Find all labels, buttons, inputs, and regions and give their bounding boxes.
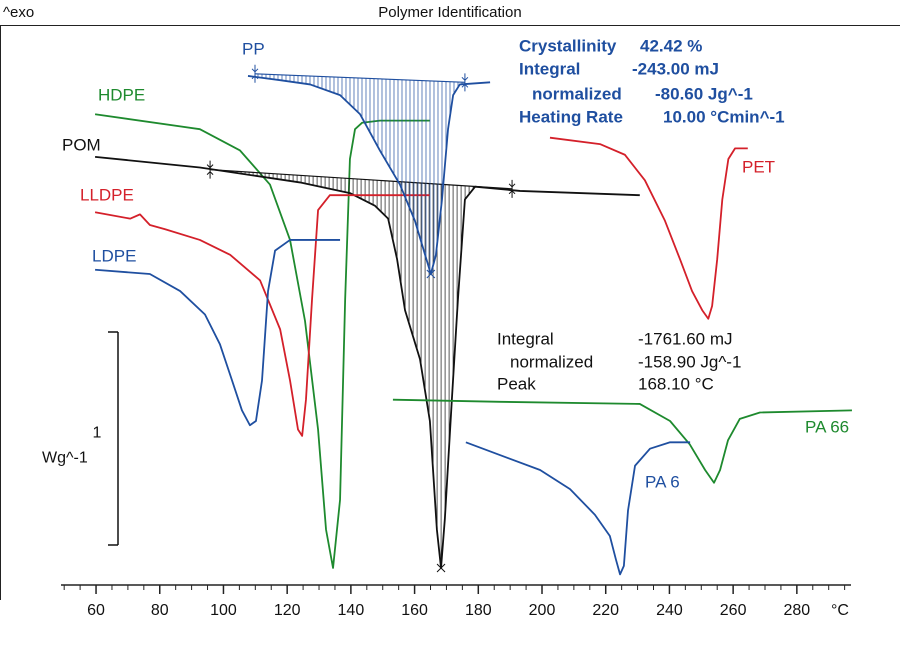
annotation-value: -1761.60 mJ xyxy=(638,329,733,348)
annotation-label: Crystallinity xyxy=(519,36,617,55)
annotation-value: 42.42 % xyxy=(640,36,702,55)
annotation-value: 168.10 °C xyxy=(638,374,714,393)
corner-label: ^exo xyxy=(3,4,34,21)
annotation-label: Heating Rate xyxy=(519,107,623,126)
curve xyxy=(94,113,430,569)
annotation-value: 10.00 °Cmin^-1 xyxy=(663,107,785,126)
series-label: PA 66 xyxy=(805,417,849,436)
x-tick-label: 140 xyxy=(338,602,365,619)
x-tick-label: 80 xyxy=(151,602,169,619)
x-tick-label: 260 xyxy=(720,602,747,619)
curve xyxy=(247,75,491,275)
chart-title: Polymer Identification xyxy=(378,4,521,21)
series-label: LLDPE xyxy=(80,185,134,204)
x-tick-label: 280 xyxy=(783,602,810,619)
x-tick-label: 180 xyxy=(465,602,492,619)
curve xyxy=(392,398,852,484)
annotation-label: normalized xyxy=(532,84,622,103)
x-tick-label: 220 xyxy=(592,602,619,619)
series-label: POM xyxy=(62,135,101,154)
x-tick-label: 240 xyxy=(656,602,683,619)
annotation-value: -80.60 Jg^-1 xyxy=(655,84,753,103)
baseline xyxy=(210,169,513,190)
annotation-label: Integral xyxy=(519,59,580,78)
x-tick-label: 160 xyxy=(401,602,428,619)
series-label: PA 6 xyxy=(645,472,680,491)
baseline xyxy=(254,73,465,83)
annotation-label: Integral xyxy=(497,329,554,348)
series-label: PET xyxy=(742,157,775,176)
curve xyxy=(95,239,341,427)
annotation-value: -158.90 Jg^-1 xyxy=(638,352,741,371)
series-label: HDPE xyxy=(98,85,145,104)
x-tick-label: 120 xyxy=(274,602,301,619)
curve xyxy=(549,136,748,320)
scale-bar-unit: Wg^-1 xyxy=(42,450,88,467)
scale-bar-value: 1 xyxy=(93,425,102,442)
x-tick-label: 100 xyxy=(210,602,237,619)
curve xyxy=(94,155,640,569)
x-tick-label: 200 xyxy=(529,602,556,619)
annotation-label: Peak xyxy=(497,374,536,393)
curve xyxy=(94,194,430,437)
annotation-value: -243.00 mJ xyxy=(632,59,719,78)
x-tick-label: 60 xyxy=(87,602,105,619)
curve xyxy=(465,441,691,576)
annotation-label: normalized xyxy=(510,352,593,371)
series-label: LDPE xyxy=(92,246,136,265)
x-unit: °C xyxy=(831,602,849,619)
series-label: PP xyxy=(242,39,265,58)
